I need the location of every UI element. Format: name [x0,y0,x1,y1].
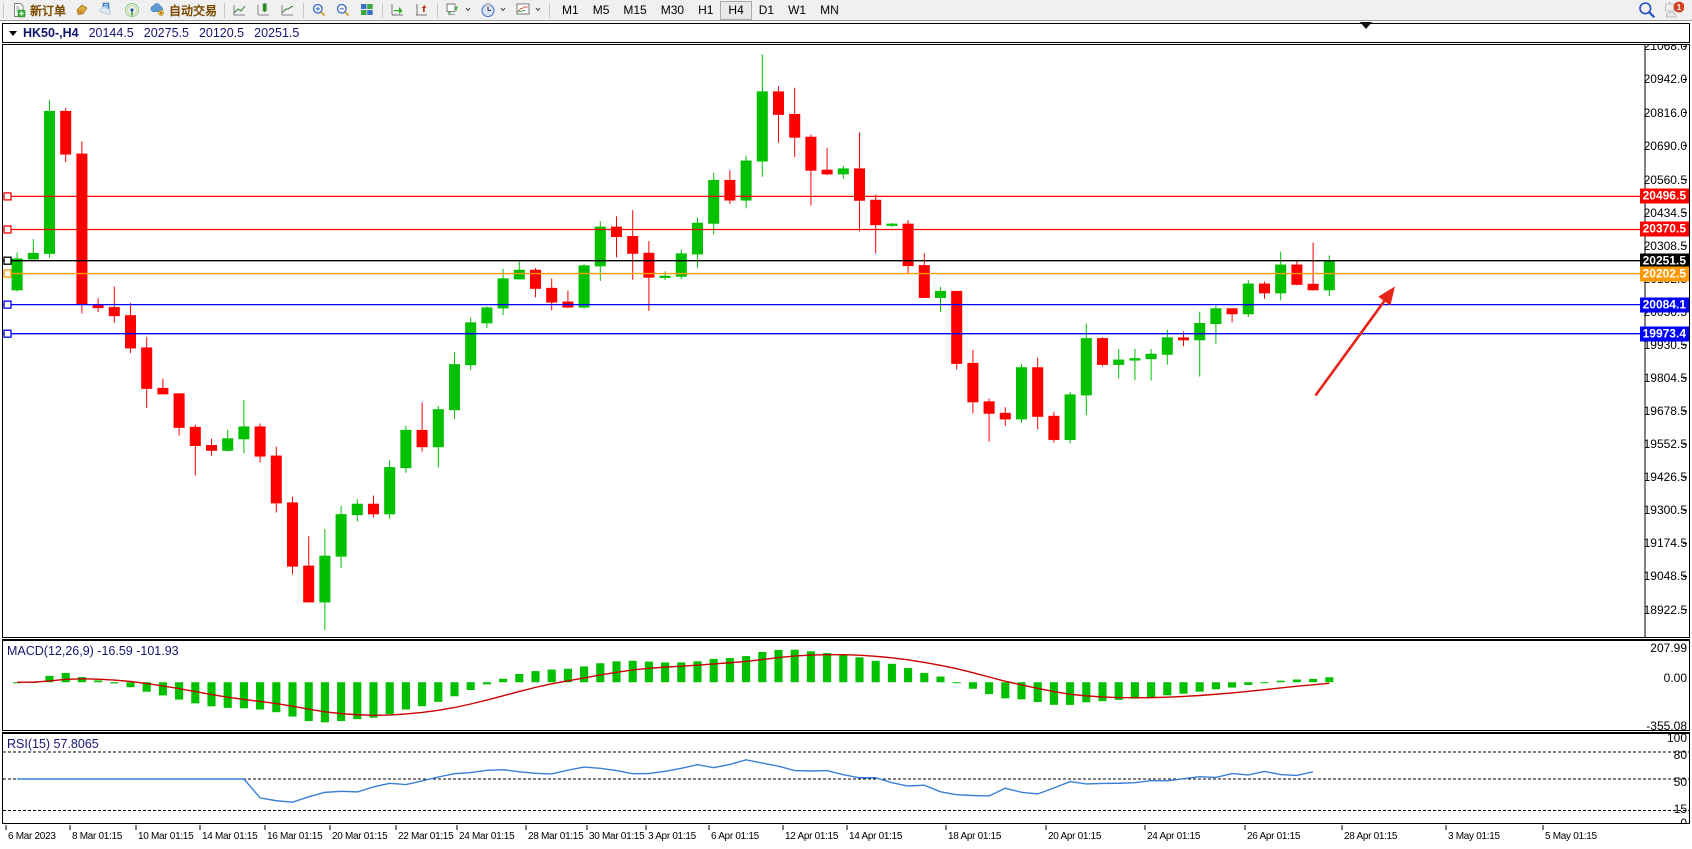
svg-text:1: 1 [1677,3,1682,12]
